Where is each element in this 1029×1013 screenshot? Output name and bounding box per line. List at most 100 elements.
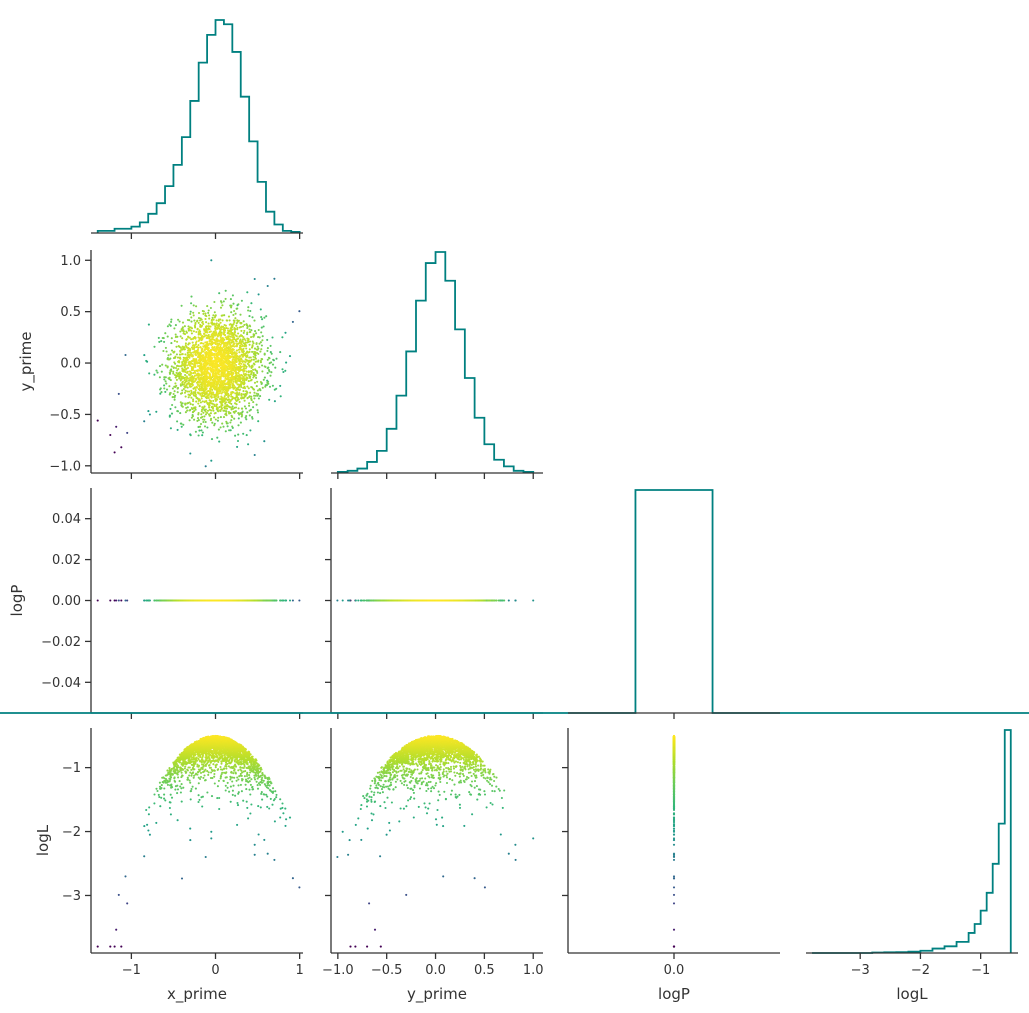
scatter-point — [248, 409, 251, 412]
scatter-point — [180, 425, 183, 428]
scatter-point — [193, 324, 196, 327]
scatter-point — [240, 377, 243, 380]
scatter-point — [226, 341, 229, 344]
scatter-point — [222, 366, 225, 369]
scatter-point — [207, 396, 210, 400]
scatter-point — [199, 346, 202, 349]
scatter-point — [195, 330, 198, 334]
y-tick-label: 0.5 — [60, 305, 81, 320]
scatter-point — [240, 385, 243, 389]
scatter-point — [178, 360, 181, 363]
scatter-point — [179, 357, 182, 360]
scatter-point — [226, 404, 229, 408]
scatter-point — [184, 411, 187, 414]
scatter-point — [177, 365, 181, 368]
scatter-point — [186, 346, 189, 349]
scatter-point — [202, 322, 205, 326]
scatter-point — [231, 353, 234, 356]
scatter-point — [232, 397, 235, 400]
scatter-point — [238, 389, 241, 392]
scatter-point — [189, 310, 192, 313]
panel-y_prime-vs-y_prime — [331, 251, 543, 479]
scatter-point — [203, 332, 206, 335]
scatter-point — [170, 369, 173, 372]
scatter-point — [180, 353, 183, 356]
scatter-point — [226, 319, 229, 322]
scatter-point — [238, 351, 241, 354]
scatter-point — [160, 340, 163, 343]
scatter-point — [172, 372, 175, 375]
scatter-point — [185, 338, 188, 341]
scatter-point — [208, 382, 211, 385]
scatter-point — [191, 381, 194, 384]
scatter-point — [225, 382, 228, 385]
scatter-point — [232, 343, 235, 346]
scatter-point — [266, 358, 269, 361]
scatter-point — [179, 375, 183, 378]
scatter-point — [213, 341, 216, 344]
scatter-point — [204, 347, 207, 351]
scatter-point — [164, 364, 167, 367]
scatter-point — [204, 312, 207, 315]
scatter-point — [171, 403, 174, 407]
scatter-point — [195, 385, 198, 388]
scatter-point — [239, 358, 242, 361]
scatter-point — [238, 370, 241, 373]
scatter-point — [201, 337, 204, 340]
scatter-point — [238, 356, 241, 359]
scatter-point — [261, 318, 264, 321]
scatter-point — [219, 306, 223, 309]
scatter-point — [246, 337, 249, 340]
scatter-point — [243, 373, 246, 376]
scatter-point — [190, 332, 193, 335]
scatter-point — [229, 372, 232, 375]
scatter-point — [220, 328, 223, 331]
scatter-point — [219, 426, 222, 429]
scatter-point — [248, 348, 251, 351]
scatter-point — [241, 410, 244, 413]
scatter-point — [188, 336, 191, 339]
scatter-point — [230, 339, 233, 342]
scatter-point — [193, 365, 197, 368]
scatter-point — [245, 370, 248, 373]
scatter-point — [201, 379, 204, 382]
scatter-point — [168, 323, 171, 326]
scatter-point — [222, 353, 225, 356]
scatter-point — [275, 387, 278, 390]
scatter-point — [202, 411, 205, 414]
scatter-point — [228, 319, 231, 322]
scatter-point — [120, 446, 123, 449]
scatter-point — [230, 392, 233, 395]
scatter-point — [273, 400, 276, 403]
scatter-point — [204, 391, 207, 394]
scatter-point — [200, 410, 203, 413]
scatter-point — [263, 352, 266, 355]
scatter-point — [254, 394, 257, 397]
scatter-point — [211, 406, 214, 409]
scatter-point — [253, 319, 256, 322]
scatter-point — [214, 334, 217, 337]
scatter-point — [236, 326, 239, 329]
scatter-point — [158, 376, 161, 379]
scatter-point — [281, 336, 284, 339]
scatter-point — [217, 373, 221, 376]
scatter-point — [269, 344, 272, 347]
scatter-point — [196, 327, 199, 330]
scatter-point — [256, 380, 259, 383]
scatter-point — [298, 599, 301, 602]
scatter-point — [197, 317, 201, 320]
scatter-point — [176, 410, 179, 413]
scatter-point — [190, 396, 193, 399]
scatter-point — [204, 413, 207, 416]
scatter-point — [223, 349, 226, 352]
scatter-point — [270, 361, 273, 364]
scatter-point — [223, 364, 226, 367]
scatter-point — [199, 425, 202, 428]
scatter-logP-vs-x_prime — [96, 599, 301, 602]
scatter-point — [230, 333, 233, 336]
scatter-point — [173, 390, 176, 393]
scatter-point — [170, 349, 174, 352]
scatter-point — [221, 319, 224, 322]
scatter-point — [247, 340, 250, 343]
scatter-point — [221, 422, 224, 425]
